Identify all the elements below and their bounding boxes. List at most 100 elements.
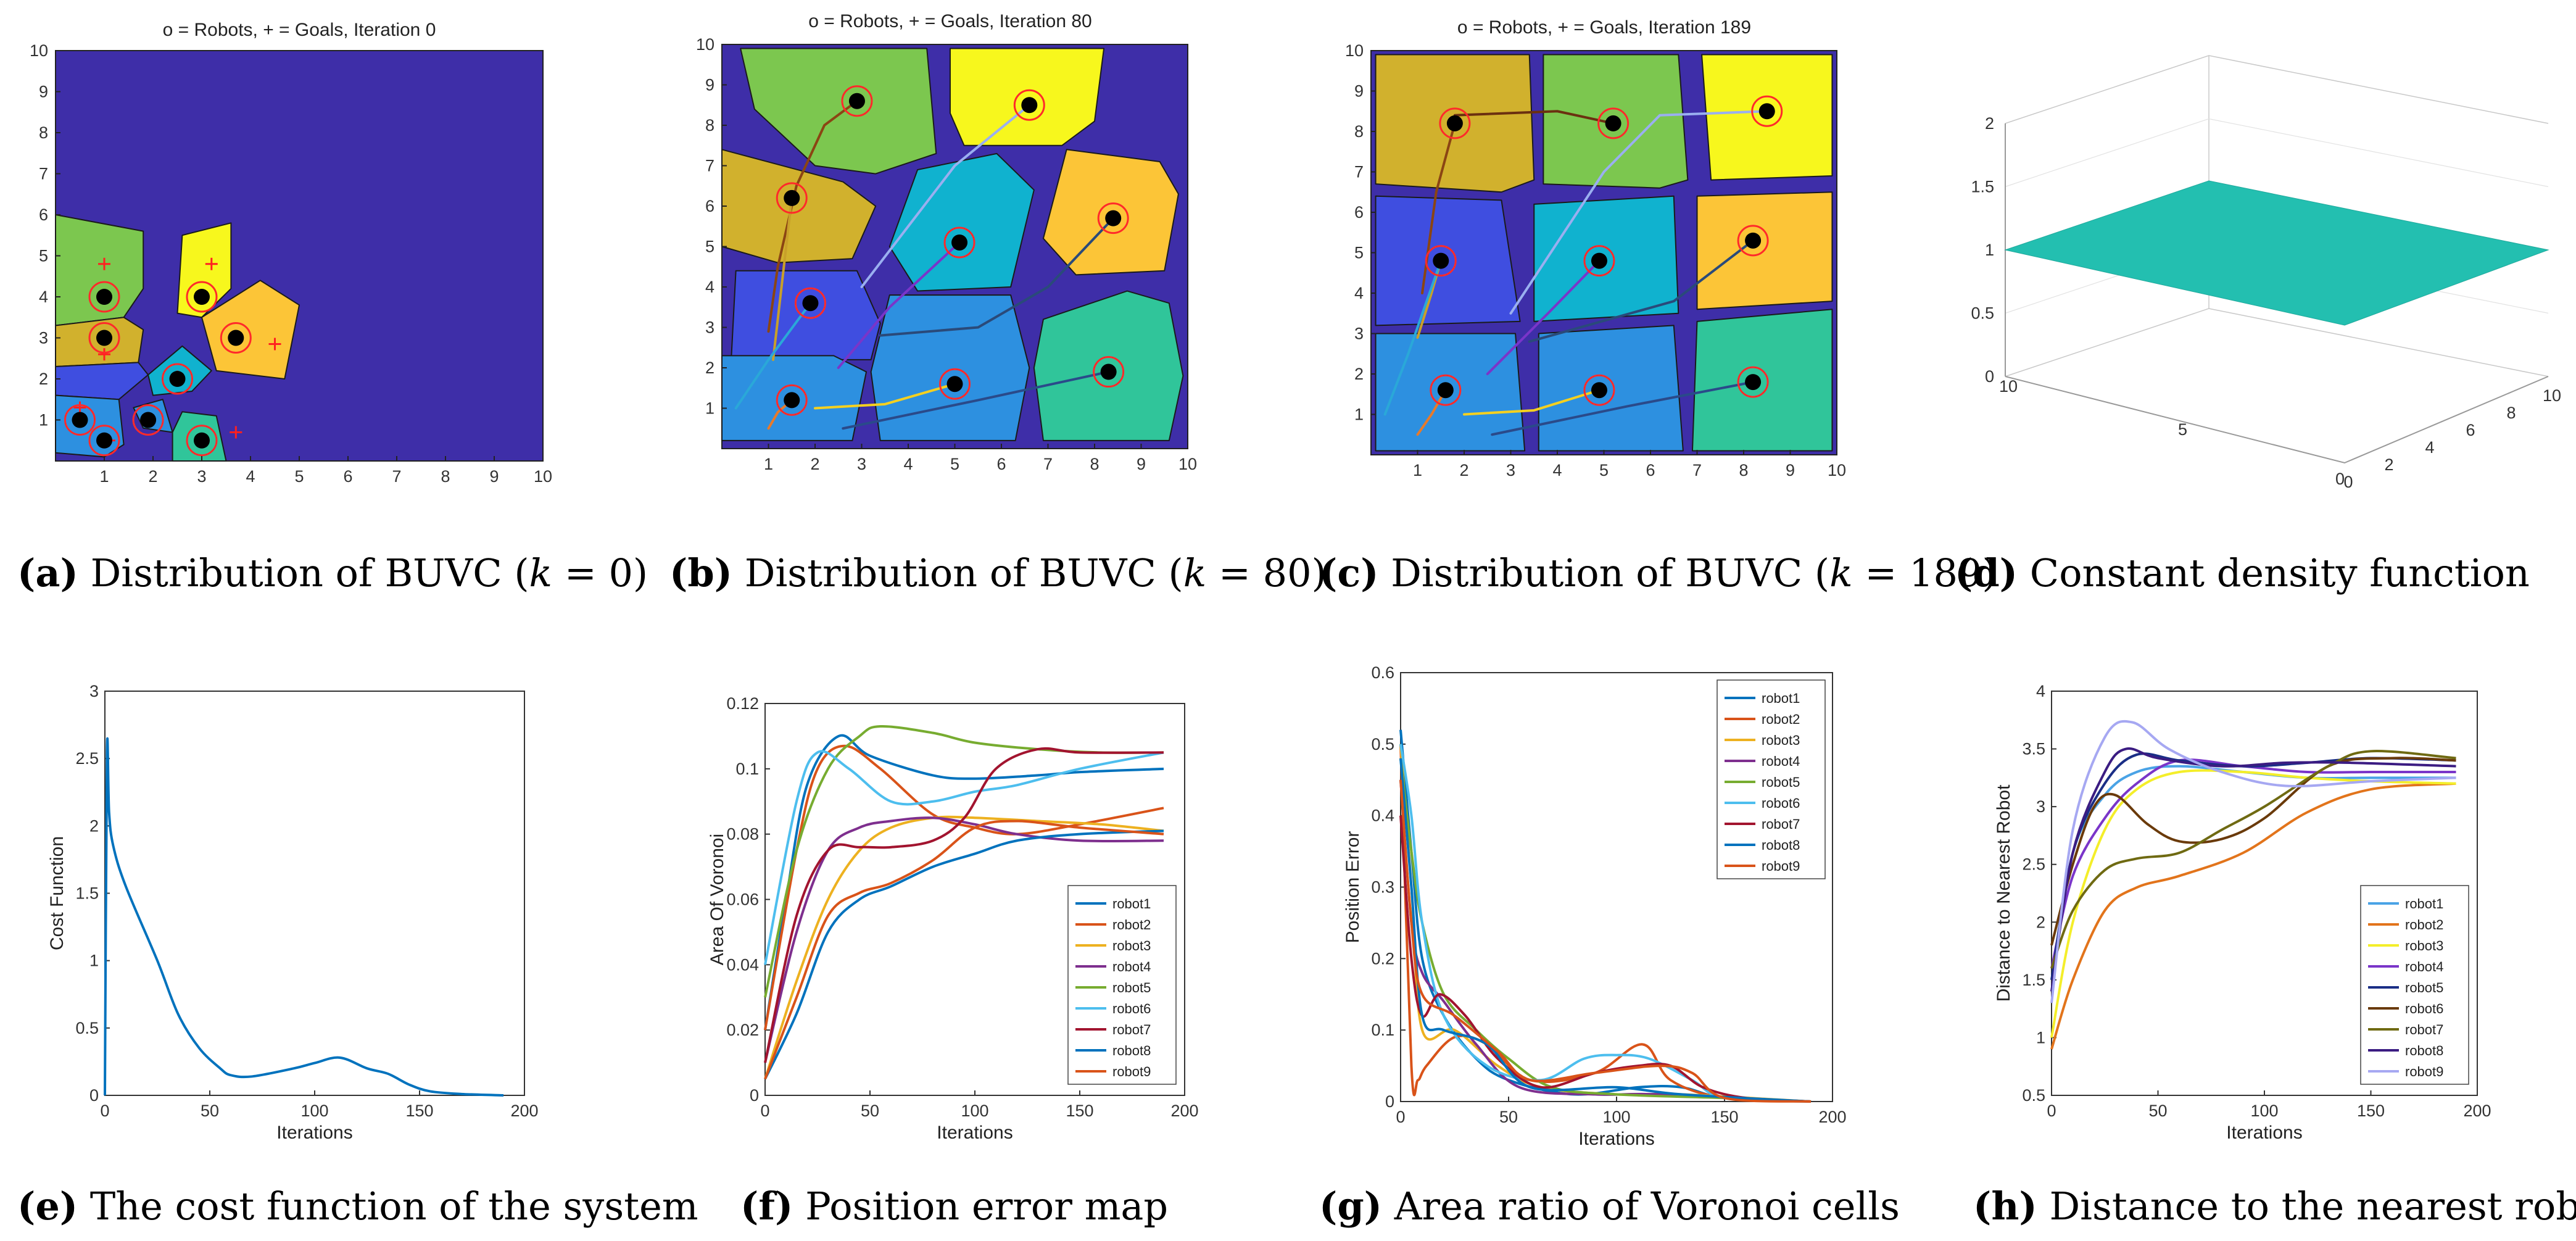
robot-trail-7: [1528, 239, 1755, 343]
x-tick-label-3: 100: [2250, 1102, 2278, 1120]
legend-label-robot6: robot6: [2405, 1001, 2443, 1016]
x-tick-label-3: 3: [857, 455, 866, 473]
robot-marker-2: [1605, 115, 1621, 131]
caption-e: (e) The cost function of the system: [17, 1184, 698, 1229]
x-tick-label-6: 6: [343, 467, 352, 486]
x-tick-label-7: 7: [1043, 455, 1053, 473]
y-tick-label-1: 1: [1354, 405, 1364, 424]
robot-ring-9: [186, 425, 218, 457]
y-tick-label-10: 10: [696, 35, 714, 54]
x-tick-label-4: 6: [2466, 421, 2475, 439]
box-edges: [2005, 55, 2549, 377]
robot-marker-9: [1100, 363, 1117, 380]
robot-marker-7: [72, 412, 88, 428]
x-tick-label-5: 8: [2506, 404, 2516, 422]
robot-marker-2: [1021, 97, 1038, 114]
robot-ring-3: [186, 281, 218, 313]
chart-c-voronoi-iter189: o = Robots, + = Goals, Iteration 189 1 2 3…: [1345, 17, 1846, 479]
y-tick-label-3: 3: [39, 329, 48, 347]
x-tick-label-2: 50: [201, 1102, 219, 1120]
y-tick-label-7: 3: [89, 682, 99, 700]
chart-e-plot: 0 50 100 150 200 0 0.5 1 1.5 2 2.5 3 Iterations Cost …: [47, 682, 539, 1143]
goal-marker-7: [73, 401, 86, 414]
legend-label-robot1: robot1: [1762, 691, 1800, 706]
y-tick-label-7: 7: [1354, 163, 1364, 181]
robot-trail-3: [1509, 110, 1768, 315]
z-tick-label-3: 1: [1985, 241, 1994, 259]
robot-ring-2: [1013, 89, 1045, 121]
robot-trail-2: [1453, 110, 1615, 125]
y-tick-label-5: 5: [705, 238, 714, 256]
y-tick-label-9: 9: [1354, 82, 1364, 101]
legend-label-robot2: robot2: [1112, 917, 1151, 932]
x-tick-label-3: 100: [1602, 1108, 1630, 1126]
x-tick-label-3: 3: [1506, 461, 1515, 479]
y-tick-label-2: 2: [1354, 365, 1364, 383]
series-line-robot3: [2050, 769, 2456, 1038]
series-line-robot6: [764, 750, 1164, 965]
y-tick-label-6: 6: [1354, 203, 1364, 222]
y-tick-label-8: 8: [39, 123, 48, 142]
series-line-robot7: [1399, 815, 1812, 1103]
y-tick-label-4: 4: [1354, 284, 1364, 302]
robot-ring-4: [943, 226, 975, 259]
x-tick-label-2: 50: [1499, 1108, 1518, 1126]
voronoi-cell-8: [1538, 325, 1684, 452]
voronoi-cell-6: [731, 270, 881, 360]
legend-label-robot6: robot6: [1762, 795, 1800, 811]
legend-label-robot6: robot6: [1112, 1001, 1151, 1016]
y-tick-label-8: 8: [1354, 122, 1364, 141]
robot-trail-6: [1486, 259, 1601, 375]
robot-marker-2: [96, 330, 112, 346]
chart-g-plot: 0 50 100 150 200 0 0.1 0.2 0.3 0.4 0.5 0.6 Iteration…: [1343, 663, 1847, 1149]
robot-ring-2: [88, 322, 120, 354]
x-tick-label-10: 10: [534, 467, 552, 486]
robot-marker-3: [784, 189, 800, 206]
y-tick-label-2: 5: [2178, 420, 2187, 439]
y-tick-label-1: 0: [2335, 470, 2345, 488]
legend-label-robot8: robot8: [2405, 1043, 2443, 1058]
y-tick-label-5: 0.08: [726, 825, 759, 844]
robot-marker-8: [96, 432, 112, 449]
y-tick-label-4: 0.3: [1371, 878, 1394, 897]
y-tick-label-3: 0.2: [1371, 949, 1394, 968]
y-tick-label-1: 0.5: [2022, 1086, 2045, 1105]
robot-ring-1: [1439, 107, 1471, 139]
y-tick-label-4: 1.5: [75, 884, 99, 903]
x-tick-label-5: 200: [2463, 1102, 2491, 1120]
robot-ring-2: [1597, 107, 1630, 139]
robot-trail-3: [772, 196, 793, 361]
y-tick-label-6: 3: [2036, 797, 2045, 816]
series-line-robot3: [764, 815, 1164, 1080]
voronoi-cell-1: [55, 214, 144, 326]
robot-marker-6: [140, 412, 157, 428]
y-tick-label-3: 3: [1354, 325, 1364, 343]
legend-label-robot7: robot7: [1112, 1022, 1151, 1037]
legend-label-robot5: robot5: [1112, 980, 1151, 995]
density-surface: [2004, 180, 2549, 326]
legend-label-robot9: robot9: [1112, 1064, 1151, 1079]
x-axis-label: Iterations: [1578, 1129, 1654, 1149]
chart-a-title: o = Robots, + = Goals, Iteration 0: [163, 20, 436, 40]
robot-ring-7: [1430, 374, 1462, 406]
series-line-robot9: [764, 820, 1164, 1080]
legend-label-robot2: robot2: [2405, 917, 2443, 932]
x-tick-label-9: 9: [1786, 461, 1795, 479]
x-tick-label-3: 100: [300, 1102, 328, 1120]
y-tick-label-10: 10: [1345, 41, 1364, 60]
x-tick-label-3: 3: [197, 467, 206, 486]
y-tick-label-1: 0: [1385, 1092, 1394, 1111]
y-tick-label-6: 2.5: [75, 749, 99, 768]
chart-e-cost-function: 0 50 100 150 200 0 0.5 1 1.5 2 2.5 3 Iterations Cost …: [47, 682, 539, 1143]
x-tick-label-2: 50: [861, 1102, 879, 1120]
caption-c: (c) Distribution of BUVC (k = 189): [1319, 550, 1997, 596]
x-tick-label-5: 5: [1599, 461, 1609, 479]
chart-d-plot: 0 0.5 1 1.5 2 0 2 4 6 8 10 0 5 10: [1971, 55, 2561, 491]
x-tick-label-4: 4: [246, 467, 255, 486]
x-tick-label-1: 1: [1413, 461, 1422, 479]
y-tick-label-5: 5: [39, 247, 48, 265]
y-tick-label-1: 1: [39, 411, 48, 430]
y-tick-label-7: 7: [39, 165, 48, 183]
y-tick-label-2: 1: [2036, 1028, 2045, 1047]
x-tick-label-6: 10: [2543, 386, 2561, 405]
